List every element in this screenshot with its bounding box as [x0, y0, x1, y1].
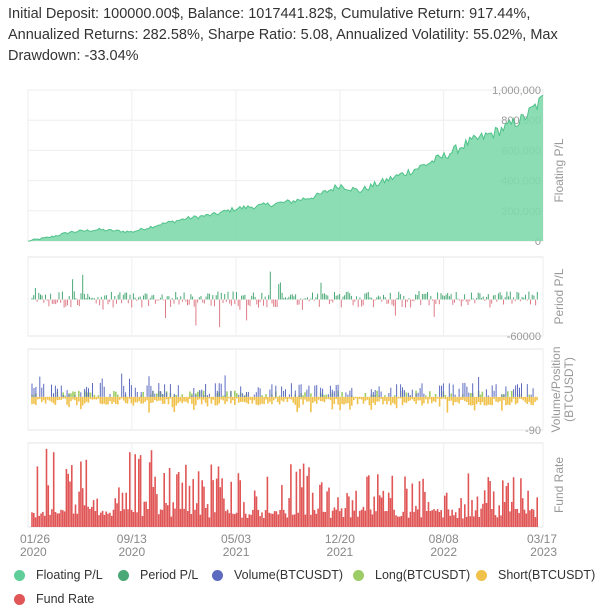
legend-item-1[interactable]: Period P/L — [118, 568, 198, 582]
legend-item-0[interactable]: Floating P/L — [14, 568, 103, 582]
xtick-date-5: 03/17 — [527, 532, 557, 546]
xtick-date-0: 01/26 — [20, 532, 50, 546]
xtick-year-5: 2023 — [530, 545, 557, 559]
floating-pl-line — [28, 94, 544, 242]
ylabel-period: Period P/L — [552, 268, 566, 324]
legend-dot-icon — [14, 593, 25, 605]
legend-label: Short(BTCUSDT) — [498, 568, 596, 582]
xtick-year-4: 2022 — [430, 545, 457, 559]
xtick-year-2: 2021 — [223, 545, 250, 559]
ytick-floating-0: 0 — [535, 236, 541, 248]
ylabel-volume-line: (BTCUSDT) — [562, 357, 576, 422]
legend-dot-icon — [476, 569, 487, 581]
panel-frame-2 — [27, 256, 544, 337]
legend-item-2[interactable]: Volume(BTCUSDT) — [212, 568, 343, 582]
legend-dot-icon — [353, 569, 364, 581]
legend-label: Long(BTCUSDT) — [375, 568, 471, 582]
legend-dot-icon — [118, 569, 129, 581]
legend-label: Period P/L — [140, 568, 199, 582]
backtest-chart[interactable]: 0200,000400,000600,000800,0001,000,000Fl… — [0, 80, 600, 560]
legend-label: Fund Rate — [36, 592, 95, 606]
xtick-date-1: 09/13 — [117, 532, 147, 546]
legend-dot-icon — [14, 569, 25, 581]
legend-item-4[interactable]: Short(BTCUSDT) — [476, 568, 595, 582]
xtick-date-4: 08/08 — [429, 532, 459, 546]
xtick-year-3: 2021 — [327, 545, 354, 559]
ytick-period-0: -60000 — [507, 331, 541, 343]
ytick-floating-5: 1,000,000 — [492, 85, 541, 97]
xtick-year-1: 2020 — [118, 545, 145, 559]
floating-pl-area — [28, 95, 543, 241]
legend-item-3[interactable]: Long(BTCUSDT) — [353, 568, 470, 582]
xtick-date-3: 12/20 — [325, 532, 355, 546]
ylabel-volume-line: Volume/Position — [549, 346, 563, 432]
legend-item-5[interactable]: Fund Rate — [14, 592, 94, 606]
ylabel-floating: Floating P/L — [552, 138, 566, 202]
ytick-volume-0: -90 — [525, 425, 541, 437]
legend-dot-icon — [212, 569, 223, 581]
legend-label: Volume(BTCUSDT) — [234, 568, 344, 582]
xtick-year-0: 2020 — [20, 545, 47, 559]
xtick-date-2: 05/03 — [221, 532, 251, 546]
ylabel-volume: Volume/Position(BTCUSDT) — [549, 346, 576, 432]
summary-text: Initial Deposit: 100000.00$, Balance: 10… — [8, 6, 558, 64]
legend-label: Floating P/L — [36, 568, 103, 582]
ylabel-fund: Fund Rate — [552, 457, 566, 513]
